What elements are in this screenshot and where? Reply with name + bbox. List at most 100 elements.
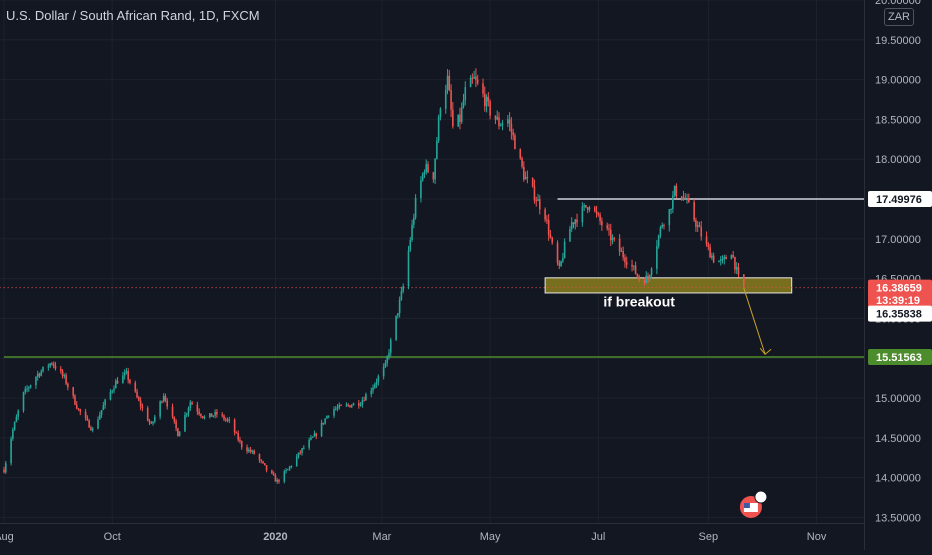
- flag-icon-canton: [743, 503, 750, 508]
- candle-body: [358, 403, 360, 406]
- candle-body: [547, 219, 550, 235]
- candle-body: [563, 241, 566, 258]
- horizontal-lines-layer: [0, 198, 864, 358]
- candle-body: [588, 207, 591, 210]
- candle-body: [315, 433, 318, 437]
- candle-body: [560, 261, 562, 266]
- candle-body: [178, 431, 181, 437]
- candle-body: [388, 352, 390, 357]
- candle-body: [237, 433, 239, 440]
- breakout-arrow-head: [759, 347, 772, 355]
- candle-body: [271, 470, 273, 474]
- candle-body: [265, 465, 268, 471]
- candle-body: [414, 197, 417, 218]
- candle-body: [581, 206, 584, 223]
- candle-body: [4, 463, 7, 473]
- candle-body: [473, 76, 475, 79]
- candle-body: [562, 257, 564, 262]
- candle-body: [498, 117, 500, 127]
- time-tick-label: Aug: [0, 531, 14, 543]
- candle-body: [38, 373, 41, 376]
- candle-body: [439, 108, 442, 117]
- candle-body: [482, 83, 484, 94]
- candle-body: [311, 436, 314, 438]
- breakout-arrow: [743, 288, 766, 355]
- candle-body: [370, 390, 373, 395]
- candle-body: [248, 449, 250, 452]
- candle-body: [134, 382, 137, 392]
- candle-body: [159, 401, 161, 417]
- candle-body: [198, 411, 200, 415]
- time-tick-label: Sep: [699, 531, 719, 543]
- candle-body: [695, 220, 697, 227]
- candle-body: [686, 198, 688, 200]
- candle-body: [672, 195, 674, 210]
- candle-body: [350, 405, 353, 408]
- price-tick-label: 18.50000: [875, 114, 921, 126]
- candle-body: [572, 222, 575, 225]
- candle-body: [512, 131, 514, 136]
- candle-body: [15, 416, 18, 423]
- candle-body: [618, 238, 621, 252]
- candle-body: [432, 172, 435, 180]
- candle-body: [444, 89, 447, 109]
- candle-body: [501, 123, 504, 126]
- candle-body: [216, 412, 218, 415]
- candle-body: [698, 225, 701, 228]
- candle-body: [719, 259, 722, 261]
- price-tick-label: 13.50000: [875, 512, 921, 524]
- candle-body: [670, 209, 672, 211]
- icon-layer: [739, 490, 768, 518]
- countdown-label: 13:39:19: [876, 295, 920, 307]
- candle-body: [723, 256, 726, 260]
- candle-body: [13, 422, 16, 430]
- price-tick-label: 15.00000: [875, 393, 921, 405]
- candle-body: [611, 237, 614, 241]
- candle-body: [460, 107, 463, 123]
- candle-body: [519, 149, 522, 159]
- candle-body: [154, 416, 156, 422]
- candle-body: [150, 422, 153, 424]
- candle-body: [489, 101, 491, 116]
- candle-body: [22, 392, 25, 411]
- candle-body: [212, 415, 215, 417]
- candle-body: [558, 262, 561, 266]
- candle-body: [201, 416, 204, 418]
- candle-body: [682, 197, 685, 200]
- price-tick-label: 19.50000: [875, 35, 921, 47]
- candle-body: [400, 291, 403, 300]
- candle-body: [423, 171, 426, 174]
- candle-body: [104, 399, 106, 406]
- candles-layer: [3, 68, 745, 484]
- candle-body: [507, 119, 509, 124]
- flag-icon[interactable]: [739, 490, 768, 518]
- candle-body: [175, 421, 177, 429]
- candle-body: [427, 164, 429, 173]
- candle-body: [283, 471, 286, 482]
- candle-body: [187, 408, 190, 414]
- candle-body: [531, 177, 534, 187]
- candle-body: [290, 465, 293, 467]
- currency-badge[interactable]: ZAR: [884, 8, 914, 26]
- candle-body: [700, 227, 703, 237]
- candle-body: [91, 428, 94, 431]
- candle-body: [88, 420, 90, 428]
- last-price-tag: [868, 279, 932, 296]
- candle-body: [278, 479, 280, 482]
- candle-body: [464, 87, 467, 101]
- candle-body: [382, 366, 385, 377]
- candle-body: [65, 375, 67, 384]
- candle-body: [413, 217, 415, 225]
- candle-body: [377, 376, 380, 383]
- candle-body: [349, 405, 351, 408]
- candle-body: [648, 274, 651, 280]
- candle-body: [389, 339, 392, 353]
- countdown-tag: [868, 292, 932, 309]
- candle-body: [673, 185, 676, 196]
- candle-body: [494, 115, 497, 120]
- candle-body: [164, 395, 167, 401]
- target-tag: [868, 348, 932, 365]
- candle-body: [40, 371, 43, 376]
